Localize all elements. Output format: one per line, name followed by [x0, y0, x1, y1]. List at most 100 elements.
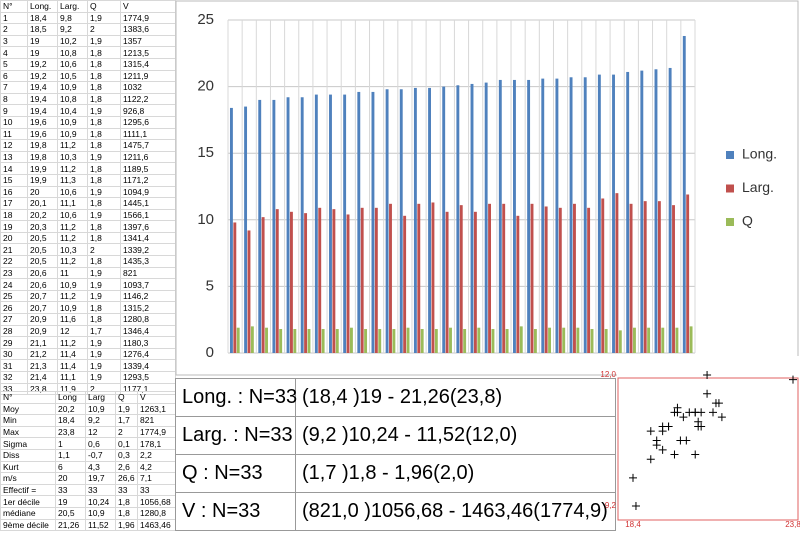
- table-cell: 6: [55, 460, 86, 474]
- table-cell: 1,8: [87, 197, 121, 210]
- y-tick-label: 15: [197, 144, 214, 161]
- bar: [293, 329, 297, 353]
- scatter-background: [617, 356, 799, 532]
- table-cell: 23,8: [55, 425, 86, 439]
- table-cell: 1,9: [87, 266, 121, 280]
- table-row: 30 21,2 11,4 1,9 1276,4: [0, 347, 176, 361]
- table-cell: 20,7: [27, 301, 58, 315]
- bar: [643, 201, 647, 353]
- table-cell: 26: [0, 301, 28, 315]
- bar: [371, 91, 375, 353]
- bar: [657, 201, 661, 353]
- table-row: 12 19,8 11,2 1,8 1475,7: [0, 139, 176, 152]
- table-cell: Moy: [0, 402, 56, 416]
- table-cell: 1435,3: [120, 255, 176, 268]
- table-row: 28 20,9 12 1,7 1346,4: [0, 324, 176, 338]
- scatter-point: [691, 408, 700, 417]
- header-row: N° Long Larg Q V: [0, 391, 176, 404]
- bar: [590, 329, 594, 353]
- header-cell: Larg.: [57, 0, 88, 13]
- table-cell: 2: [87, 243, 121, 257]
- bar: [349, 327, 353, 353]
- table-cell: 18,4: [55, 414, 86, 427]
- table-row: 3 19 10,2 1,9 1357: [0, 34, 176, 48]
- table-cell: 0,6: [85, 437, 116, 450]
- table-cell: 19,7: [85, 472, 116, 485]
- table-cell: 1,8: [87, 313, 121, 326]
- table-row: 1 18,4 9,8 1,9 1774,9: [0, 11, 176, 25]
- table-row: 32 21,4 11,1 1,9 1293,5: [0, 371, 176, 384]
- table-cell: 20,9: [27, 324, 58, 338]
- legend-swatch: [726, 184, 734, 193]
- legend-label: Q: [742, 213, 753, 229]
- scatter-point: [673, 408, 682, 417]
- table-cell: 1,96: [115, 518, 138, 532]
- table-cell: 11: [57, 266, 88, 280]
- table-cell: 9,8: [57, 11, 88, 25]
- bar: [459, 205, 463, 353]
- table-cell: 12: [85, 425, 116, 439]
- table-cell: 33: [55, 483, 86, 497]
- table-row: 8 19,4 10,8 1,8 1122,2: [0, 92, 176, 106]
- table-row: 27 20,9 11,6 1,8 1280,8: [0, 313, 176, 326]
- table-cell: 1056,68: [137, 495, 176, 508]
- table-cell: 1774,9: [137, 425, 176, 439]
- scatter-point: [658, 422, 667, 431]
- table-cell: 19: [55, 495, 86, 508]
- table-cell: 19,4: [27, 92, 58, 106]
- table-cell: 20,9: [27, 313, 58, 326]
- table-cell: 1463,46: [137, 518, 176, 532]
- bar: [477, 327, 481, 353]
- table-cell: 1,8: [87, 301, 121, 315]
- table-cell: 1,8: [87, 255, 121, 268]
- bar: [516, 215, 520, 353]
- table-cell: 1280,8: [120, 313, 176, 326]
- bar: [544, 206, 548, 353]
- y-tick-label: 0: [206, 344, 214, 361]
- table-cell: 20,5: [27, 243, 58, 257]
- scatter-point: [717, 413, 726, 422]
- table-cell: 2: [0, 23, 28, 36]
- table-cell: 28: [0, 324, 28, 338]
- table-cell: 1,8: [87, 231, 121, 245]
- x-tick-label: 18,4: [625, 520, 641, 529]
- bar: [548, 327, 552, 353]
- scatter-point: [691, 408, 700, 417]
- table-cell: 13: [0, 150, 28, 164]
- table-row: m/s 20 19,7 26,6 7,1: [0, 472, 176, 485]
- table-cell: 11,4: [57, 347, 88, 361]
- table-cell: 19,9: [27, 173, 58, 187]
- scatter-point: [685, 408, 694, 417]
- table-cell: 11,2: [57, 289, 88, 303]
- scatter-point: [670, 408, 679, 417]
- table-cell: 33: [115, 483, 138, 497]
- table-cell: 1171,2: [120, 173, 176, 187]
- x-tick-label: 23,8: [785, 520, 800, 529]
- table-cell: 1346,4: [120, 324, 176, 338]
- table-cell: Kurt: [0, 460, 56, 474]
- table-cell: 12: [0, 139, 28, 152]
- table-cell: 1: [55, 437, 86, 450]
- table-cell: 4,2: [137, 460, 176, 474]
- table-row: médiane 20,5 10,9 1,8 1280,8: [0, 506, 176, 520]
- legend-label: Long.: [742, 146, 777, 162]
- table-row: 14 19,9 11,2 1,8 1189,5: [0, 162, 176, 175]
- bar: [335, 329, 339, 353]
- table-cell: 20: [27, 185, 58, 199]
- bar: [346, 214, 350, 353]
- table-cell: 9ème décile: [0, 518, 56, 532]
- bar: [286, 97, 290, 353]
- bar: [428, 87, 431, 353]
- bar: [314, 94, 318, 353]
- bar: [233, 222, 237, 353]
- bar: [519, 326, 523, 353]
- chart-frame: [175, 0, 799, 376]
- table-cell: 11,1: [57, 197, 88, 210]
- bar: [229, 107, 233, 353]
- table-cell: 10,3: [57, 150, 88, 164]
- table-cell: 19,6: [27, 115, 58, 129]
- table-row: 2 18,5 9,2 2 1383,6: [0, 23, 176, 36]
- bar: [364, 329, 368, 353]
- table-row: 19 20,3 11,2 1,8 1397,6: [0, 220, 176, 233]
